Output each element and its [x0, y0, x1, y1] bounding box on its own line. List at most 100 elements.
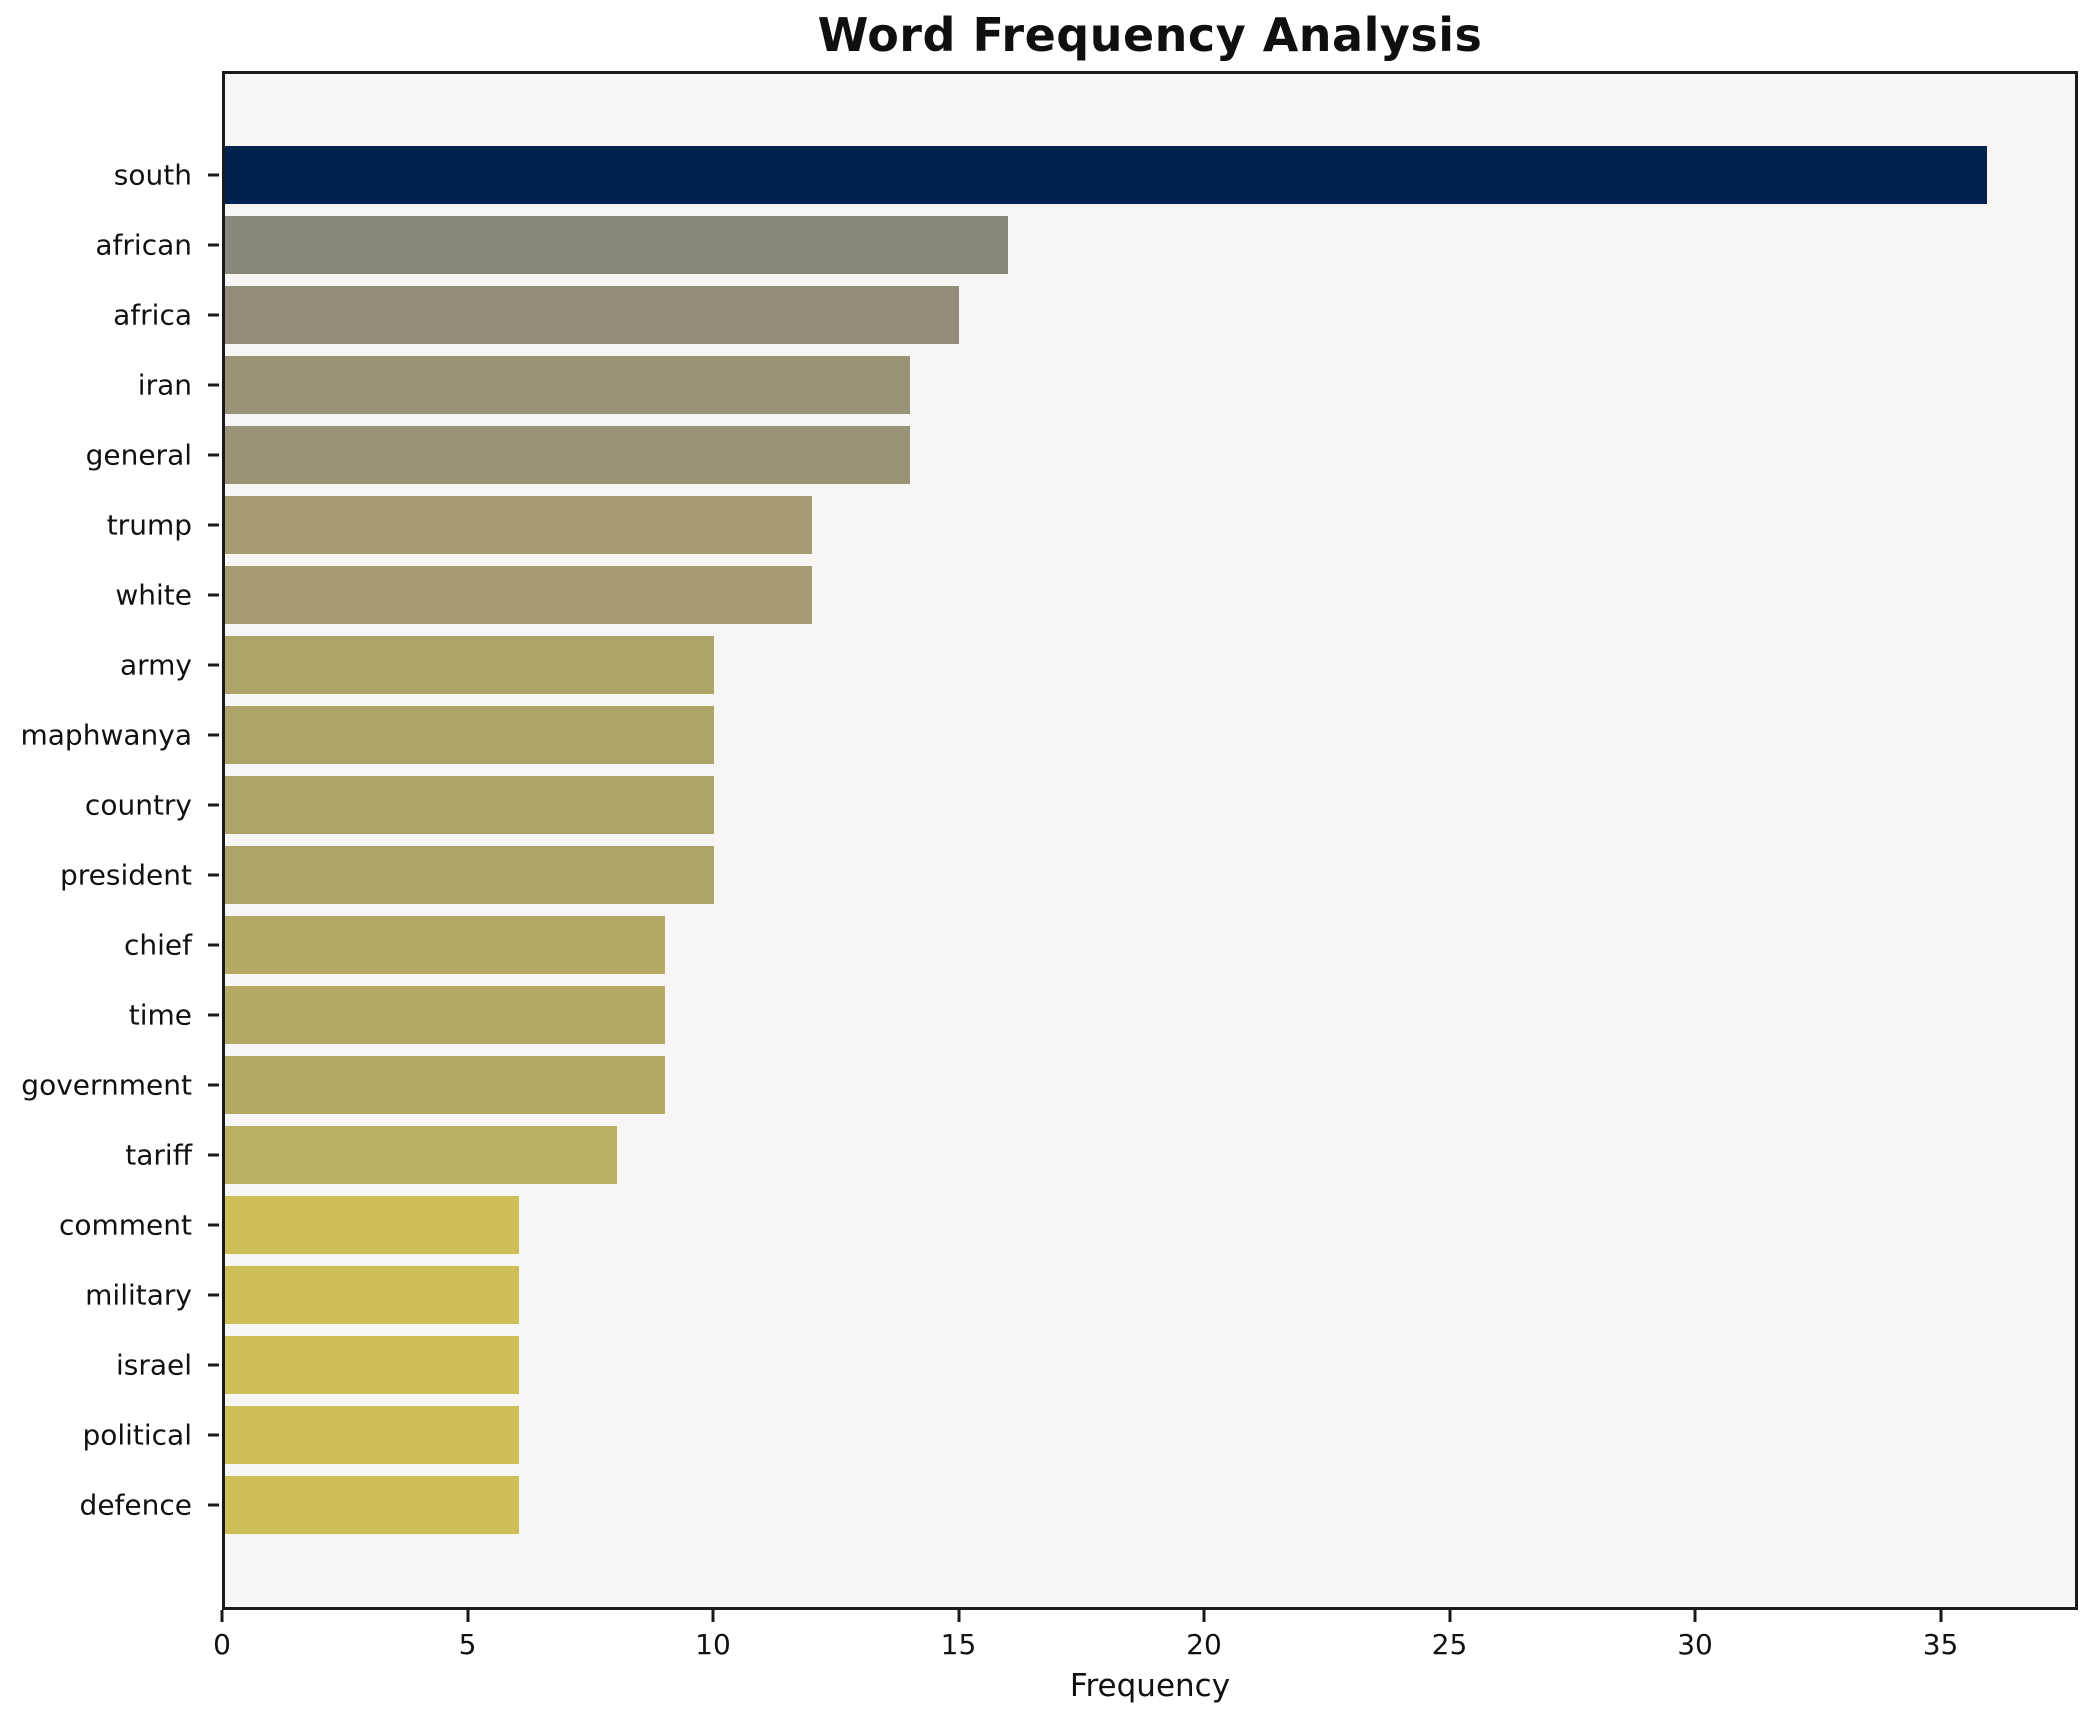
y-tick-mark: [208, 523, 219, 527]
y-label-row: maphwanya: [0, 700, 222, 770]
y-tick-label-political: political: [82, 1418, 192, 1452]
x-tick-mark: [711, 1610, 715, 1622]
y-tick-label-maphwanya: maphwanya: [20, 718, 193, 752]
y-label-row: time: [0, 980, 222, 1050]
y-tick-mark: [208, 1363, 219, 1367]
y-label-row: tariff: [0, 1120, 222, 1190]
x-axis-title: Frequency: [1069, 1668, 1231, 1704]
bar-iran: [225, 356, 911, 414]
bar-comment: [225, 1196, 519, 1254]
y-tick-mark: [208, 453, 219, 457]
bar-tariff: [225, 1126, 617, 1184]
bar-row: [225, 490, 2075, 560]
x-tick-label-35: 35: [1922, 1628, 1959, 1661]
y-label-row: south: [0, 140, 222, 210]
bar-row: [225, 1050, 2075, 1120]
y-label-row: africa: [0, 280, 222, 350]
bar-row: [225, 630, 2075, 700]
y-label-row: chief: [0, 910, 222, 980]
y-tick-label-iran: iran: [137, 368, 192, 402]
y-tick-label-trump: trump: [106, 508, 192, 542]
y-tick-label-africa: africa: [113, 298, 192, 332]
bar-row: [225, 910, 2075, 980]
y-tick-mark: [208, 173, 219, 177]
bar-trump: [225, 496, 813, 554]
bar-row: [225, 1470, 2075, 1540]
y-label-row: defence: [0, 1470, 222, 1540]
y-tick-mark: [208, 1153, 219, 1157]
y-tick-mark: [208, 943, 219, 947]
y-label-row: trump: [0, 490, 222, 560]
y-label-row: country: [0, 770, 222, 840]
y-tick-label-african: african: [95, 228, 192, 262]
bar-row: [225, 140, 2075, 210]
bar-army: [225, 636, 715, 694]
x-tick-label-20: 20: [1186, 1628, 1222, 1661]
bars-container: [225, 140, 2075, 1540]
y-tick-mark: [208, 1083, 219, 1087]
bar-maphwanya: [225, 706, 715, 764]
bar-row: [225, 560, 2075, 630]
y-tick-label-tariff: tariff: [125, 1138, 192, 1172]
bar-row: [225, 350, 2075, 420]
y-tick-mark: [208, 593, 219, 597]
x-tick-label-15: 15: [940, 1628, 977, 1661]
bar-white: [225, 566, 813, 624]
bar-africa: [225, 286, 960, 344]
bar-row: [225, 1190, 2075, 1260]
y-tick-mark: [208, 1433, 219, 1437]
x-tick-mark: [466, 1610, 469, 1622]
bar-time: [225, 986, 666, 1044]
y-axis-labels: south african africa iran general trump white a…: [0, 140, 222, 1540]
x-tick-mark: [1693, 1610, 1697, 1622]
x-tick-mark: [1939, 1610, 1943, 1622]
y-tick-mark: [208, 243, 219, 247]
y-tick-mark: [208, 1013, 219, 1017]
y-tick-label-president: president: [60, 858, 192, 892]
y-label-row: israel: [0, 1330, 222, 1400]
x-tick-mark: [1448, 1610, 1451, 1622]
bar-country: [225, 776, 715, 834]
x-tick-label-25: 25: [1431, 1628, 1468, 1661]
x-tick-mark: [957, 1610, 960, 1622]
y-tick-label-comment: comment: [58, 1208, 192, 1242]
y-tick-mark: [208, 1293, 219, 1297]
bar-israel: [225, 1336, 519, 1394]
x-tick-mark: [1202, 1610, 1206, 1622]
y-tick-label-time: time: [128, 998, 192, 1032]
chart-title: Word Frequency Analysis: [817, 8, 1483, 62]
y-tick-mark: [208, 733, 219, 737]
y-tick-label-israel: israel: [115, 1348, 192, 1382]
bar-row: [225, 840, 2075, 910]
bar-chief: [225, 916, 666, 974]
bar-row: [225, 280, 2075, 350]
y-label-row: military: [0, 1260, 222, 1330]
x-axis: 0 5 10 15 20 25 30 35: [213, 1610, 2078, 1720]
bar-row: [225, 1400, 2075, 1470]
y-tick-mark: [208, 663, 219, 667]
y-tick-label-general: general: [85, 438, 192, 472]
x-tick-label-5: 5: [458, 1628, 477, 1661]
y-label-row: african: [0, 210, 222, 280]
y-tick-mark: [208, 873, 219, 877]
y-label-row: iran: [0, 350, 222, 420]
y-tick-mark: [208, 313, 219, 317]
y-tick-label-defence: defence: [79, 1488, 192, 1522]
bar-row: [225, 1330, 2075, 1400]
y-tick-label-country: country: [84, 788, 192, 822]
bar-general: [225, 426, 911, 484]
y-label-row: president: [0, 840, 222, 910]
y-label-row: government: [0, 1050, 222, 1120]
bar-defence: [225, 1476, 519, 1534]
bar-south: [225, 146, 1987, 204]
y-label-row: political: [0, 1400, 222, 1470]
y-tick-mark: [208, 383, 219, 387]
y-tick-label-government: government: [21, 1068, 192, 1102]
bar-row: [225, 770, 2075, 840]
y-tick-label-military: military: [85, 1278, 192, 1312]
y-label-row: comment: [0, 1190, 222, 1260]
y-label-row: general: [0, 420, 222, 490]
y-label-row: army: [0, 630, 222, 700]
x-tick-mark: [220, 1610, 224, 1622]
y-tick-mark: [208, 1503, 219, 1507]
